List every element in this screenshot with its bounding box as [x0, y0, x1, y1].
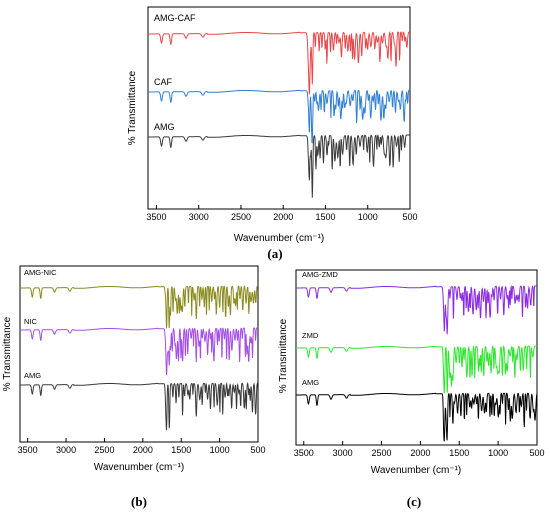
x-tick-label: 2000: [133, 445, 153, 455]
x-axis-label: Wavenumber (cm⁻¹): [94, 462, 184, 473]
series-line-nic: [20, 327, 258, 376]
chart-panel-1: 3500 3000 2500 2000 1500 1000 500 Wavenumber (c…: [127, 6, 418, 261]
plot-frame: [147, 6, 411, 210]
series-label-zmd: ZMD: [302, 331, 319, 340]
x-tick-label: 2000: [273, 212, 293, 222]
series-line-amg: [148, 133, 410, 198]
series-line-amg-caf: [148, 30, 410, 95]
series-line-amg: [20, 381, 258, 431]
series-label-amg: AMG: [154, 122, 175, 132]
series-label-amg-zmd: AMG-ZMD: [302, 270, 338, 279]
x-tick-label: 2500: [231, 212, 251, 222]
panel-label: (b): [131, 494, 147, 509]
series-label-amg: AMG: [24, 371, 41, 380]
series-line-zmd: [296, 345, 537, 394]
series-label-amg-nic: AMG-NIC: [24, 268, 57, 277]
y-axis-label: % Transmittance: [127, 70, 138, 145]
x-tick-label: 1500: [171, 445, 191, 455]
x-tick-label: 500: [250, 445, 265, 455]
x-tick-label: 2500: [94, 445, 114, 455]
x-tick-label: 1500: [449, 448, 469, 458]
series-label-amg-caf: AMG-CAF: [154, 13, 196, 23]
plot-frame: [295, 269, 538, 446]
series-label-amg: AMG: [302, 378, 319, 387]
series-line-amg-nic: [20, 285, 258, 329]
x-tick-label: 1000: [488, 448, 508, 458]
x-tick-label: 2500: [372, 448, 392, 458]
y-axis-label: % Transmittance: [2, 316, 13, 391]
series-line-amg: [296, 392, 537, 442]
x-tick-label: 1000: [358, 212, 378, 222]
x-axis-label: Wavenumber (cm⁻¹): [234, 233, 324, 244]
plot-frame: [19, 265, 259, 443]
x-tick-label: 3500: [294, 448, 314, 458]
x-tick-label: 500: [402, 212, 417, 222]
x-tick-label: 3500: [18, 445, 38, 455]
x-tick-label: 500: [529, 448, 544, 458]
x-tick-label: 2000: [410, 448, 430, 458]
chart-panel-2: 3500 3000 2500 2000 1500 1000 500 Wavenumber (c…: [2, 265, 266, 509]
chart-panel-3: 3500 3000 2500 2000 1500 1000 500 Wavenumber (c…: [278, 269, 545, 509]
panel-label: (a): [267, 246, 282, 261]
series-label-caf: CAF: [154, 77, 173, 87]
series-line-caf: [148, 89, 410, 144]
y-axis-label: % Transmittance: [278, 318, 289, 393]
x-tick-label: 3500: [146, 212, 166, 222]
x-tick-label: 3000: [56, 445, 76, 455]
x-tick-label: 3000: [333, 448, 353, 458]
series-line-amg-zmd: [296, 284, 537, 335]
series-label-nic: NIC: [24, 317, 38, 326]
x-axis-label: Wavenumber (cm⁻¹): [371, 465, 461, 476]
x-tick-label: 1500: [315, 212, 335, 222]
x-tick-label: 1000: [210, 445, 230, 455]
x-tick-label: 3000: [189, 212, 209, 222]
panel-label: (c): [407, 494, 421, 509]
